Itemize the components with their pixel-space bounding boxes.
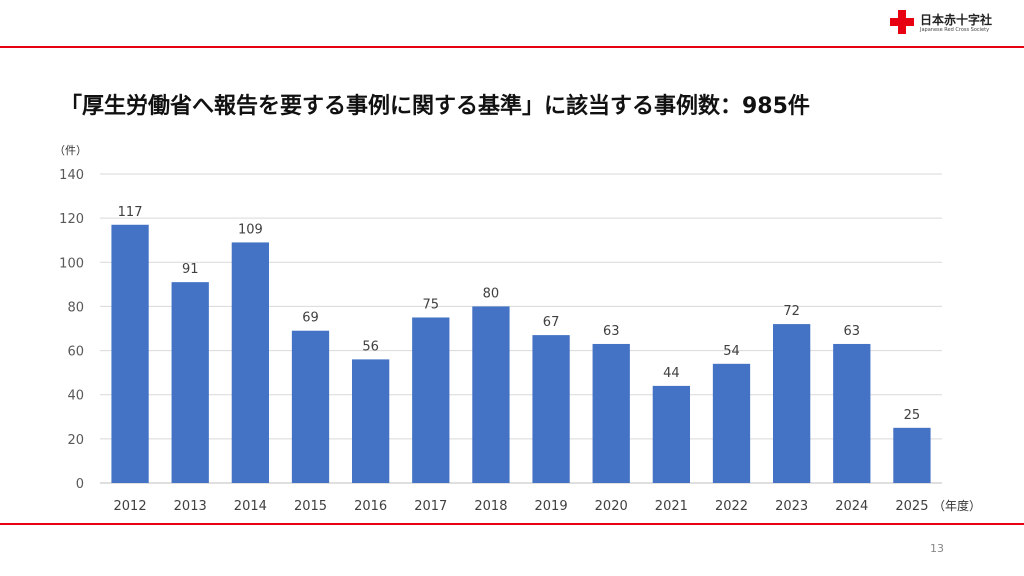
data-label: 72 (783, 304, 800, 319)
red-cross-icon (890, 10, 914, 34)
bar (652, 385, 691, 483)
page-number: 13 (930, 542, 944, 555)
data-label: 54 (723, 344, 740, 359)
x-tick-label: 2021 (655, 499, 688, 514)
logo-text: 日本赤十字社 (920, 13, 993, 27)
x-tick-label: 2012 (114, 499, 147, 514)
header-rule (0, 46, 1024, 48)
data-label: 117 (118, 205, 143, 220)
x-tick-label: 2024 (835, 499, 868, 514)
bar (833, 343, 871, 483)
bar (171, 282, 209, 483)
x-axis-unit-label: （年度） (933, 499, 982, 513)
x-tick-label: 2014 (234, 499, 267, 514)
bar (291, 330, 330, 483)
slide-title: 「厚生労働省へ報告を要する事例に関する基準」に該当する事例数：985件 (60, 94, 810, 119)
data-label: 56 (362, 339, 379, 354)
x-tick-label: 2020 (595, 499, 628, 514)
data-label: 75 (423, 297, 440, 312)
y-tick-label: 40 (67, 389, 84, 404)
x-tick-label: 2013 (174, 499, 207, 514)
y-tick-label: 140 (59, 168, 84, 183)
x-tick-label: 2017 (414, 499, 447, 514)
x-tick-label: 2025 (895, 499, 928, 514)
y-tick-label: 0 (76, 477, 84, 492)
data-label: 91 (182, 262, 199, 277)
data-label: 69 (302, 311, 319, 326)
y-tick-label: 100 (59, 256, 84, 271)
bar (472, 306, 510, 483)
y-tick-label: 80 (67, 300, 84, 315)
bar (772, 324, 811, 483)
y-tick-label: 120 (59, 212, 84, 227)
x-tick-label: 2015 (294, 499, 327, 514)
data-label: 80 (483, 286, 500, 301)
data-label: 67 (543, 315, 560, 330)
bar (712, 363, 751, 483)
data-label: 44 (663, 366, 680, 381)
bar (351, 359, 390, 483)
bar (111, 224, 149, 483)
y-tick-label: 20 (67, 433, 84, 448)
data-label: 25 (904, 408, 921, 423)
x-tick-label: 2019 (535, 499, 568, 514)
data-label: 63 (844, 324, 861, 339)
bar (893, 427, 931, 483)
x-tick-label: 2018 (474, 499, 507, 514)
x-tick-label: 2016 (354, 499, 387, 514)
bar (532, 335, 570, 483)
y-axis-unit-label: （件） (54, 144, 87, 157)
bar (231, 242, 270, 483)
logo-subtext: Japanese Red Cross Society (920, 27, 990, 33)
x-tick-label: 2023 (775, 499, 808, 514)
y-tick-label: 60 (67, 345, 84, 360)
red-cross-logo: 日本赤十字社 Japanese Red Cross Society (890, 10, 1000, 38)
footer-rule (0, 523, 1024, 525)
x-tick-label: 2022 (715, 499, 748, 514)
data-label: 109 (238, 222, 263, 237)
bar (412, 317, 450, 483)
bar (592, 343, 630, 483)
data-label: 63 (603, 324, 620, 339)
